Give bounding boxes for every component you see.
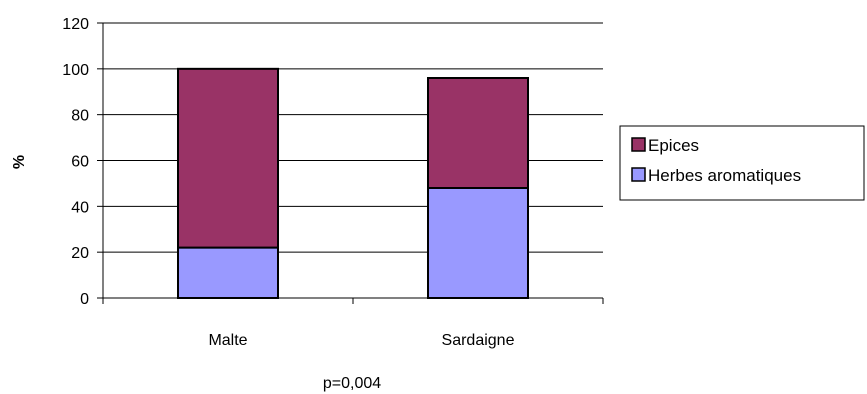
x-tick-label: Malte: [208, 332, 247, 349]
y-tick-label: 0: [80, 291, 89, 308]
axes: [97, 22, 604, 304]
y-tick-label: 40: [71, 199, 89, 216]
y-tick-label: 20: [71, 245, 89, 262]
y-tick-label: 100: [62, 62, 89, 79]
y-tick-label: 80: [71, 108, 89, 125]
bar-epices-malte: [177, 67, 279, 249]
legend-label: Herbes aromatiques: [648, 166, 801, 185]
legend: Epices Herbes aromatiques: [619, 125, 865, 201]
bar-herbes-aromatiques-malte: [177, 246, 279, 299]
x-tick-label: Sardaigne: [442, 332, 515, 349]
y-tick-labels: 0 20 40 60 80 100 120: [62, 16, 89, 308]
legend-frame: [619, 125, 865, 201]
x-tick-labels: Malte Sardaigne: [208, 332, 514, 349]
y-tick-label: 60: [71, 154, 89, 171]
p-value-annotation: p=0,004: [323, 375, 381, 392]
y-tick-label: 120: [62, 16, 89, 33]
legend-swatch: [631, 137, 646, 152]
bar-herbes-aromatiques-sardaigne: [427, 187, 529, 299]
bars: [177, 67, 529, 299]
legend-swatch: [631, 167, 646, 182]
y-axis-title: %: [11, 155, 28, 169]
bar-epices-sardaigne: [427, 77, 529, 189]
legend-label: Epices: [648, 136, 699, 155]
